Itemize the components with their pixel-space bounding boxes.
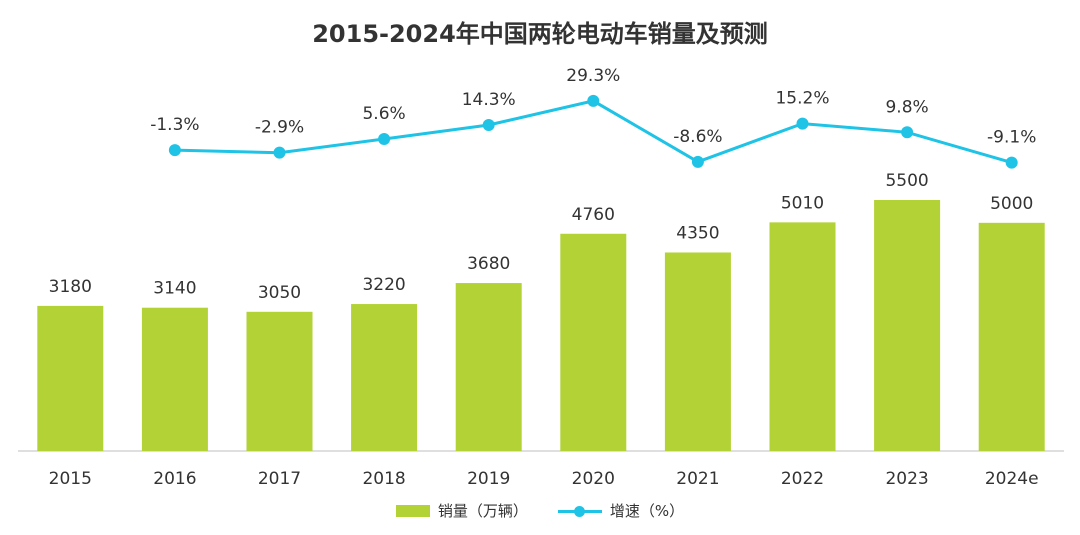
- bar-value-label-2016: 3140: [153, 279, 196, 299]
- growth-point-2019: [482, 119, 495, 132]
- growth-point-2018: [378, 133, 391, 146]
- bar-value-label-2020: 4760: [572, 205, 615, 225]
- bars-layer: [37, 200, 1045, 451]
- bar-2022: [769, 222, 836, 451]
- bar-value-label-2018: 3220: [362, 275, 405, 295]
- bar-2017: [246, 311, 313, 451]
- growth-label-2016: -1.3%: [150, 115, 199, 135]
- growth-label-2020: 29.3%: [566, 66, 620, 86]
- x-tick-2016: 2016: [153, 469, 196, 489]
- growth-point-2017: [273, 146, 286, 159]
- bar-2021: [664, 252, 731, 451]
- bar-2018: [351, 304, 418, 451]
- bar-value-label-2017: 3050: [258, 283, 301, 303]
- growth-labels-layer: -1.3% -2.9% 5.6% 14.3% 29.3% -8.6% 15.2% 9.8% -9…: [150, 66, 1036, 148]
- growth-label-2023: 9.8%: [885, 97, 928, 117]
- bar-2020: [560, 233, 627, 451]
- legend-label-growth: 增速（%）: [609, 502, 685, 520]
- growth-line-layer: [168, 94, 1018, 169]
- bar-value-label-2023: 5500: [885, 171, 928, 191]
- x-tick-2024e: 2024e: [985, 469, 1039, 489]
- x-tick-2020: 2020: [572, 469, 615, 489]
- x-tick-2022: 2022: [781, 469, 824, 489]
- growth-label-2019: 14.3%: [462, 90, 516, 110]
- x-tick-labels: 2015 2016 2017 2018 2019 2020 2021 2022 2023 2024…: [49, 469, 1039, 489]
- bar-value-label-2022: 5010: [781, 193, 824, 213]
- growth-label-2022: 15.2%: [775, 89, 829, 109]
- x-tick-2018: 2018: [362, 469, 405, 489]
- growth-label-2018: 5.6%: [362, 104, 405, 124]
- bar-2019: [455, 283, 522, 451]
- growth-point-2021: [691, 155, 704, 168]
- bar-2016: [141, 307, 208, 451]
- growth-label-2024e: -9.1%: [987, 128, 1036, 148]
- x-tick-2021: 2021: [676, 469, 719, 489]
- x-tick-2015: 2015: [49, 469, 92, 489]
- legend-item-sales: 销量（万辆）: [395, 500, 528, 521]
- chart-title: 2015-2024年中国两轮电动车销量及预测: [312, 20, 768, 48]
- growth-point-2023: [901, 126, 914, 139]
- growth-label-2017: -2.9%: [255, 118, 304, 138]
- legend-label-sales: 销量（万辆）: [437, 502, 528, 520]
- legend-item-growth: 增速（%）: [557, 500, 685, 521]
- bar-value-label-2019: 3680: [467, 254, 510, 274]
- x-tick-2023: 2023: [885, 469, 928, 489]
- bar-value-label-2021: 4350: [676, 223, 719, 243]
- growth-point-2022: [796, 117, 809, 130]
- bar-value-label-2024e: 5000: [990, 194, 1033, 214]
- legend-line-swatch: [557, 504, 602, 518]
- bar-2024e: [978, 222, 1045, 451]
- legend-bar-swatch: [395, 504, 430, 517]
- bar-labels-layer: 3180 3140 3050 3220 3680 4760 4350 5010 5500 5000: [49, 171, 1034, 303]
- bar-2015: [37, 305, 104, 451]
- growth-point-2020: [587, 94, 600, 107]
- x-tick-2017: 2017: [258, 469, 301, 489]
- x-tick-2019: 2019: [467, 469, 510, 489]
- legend: 销量（万辆） 增速（%）: [0, 500, 1080, 521]
- growth-label-2021: -8.6%: [673, 127, 722, 147]
- growth-point-2016: [168, 144, 181, 157]
- bar-2023: [874, 200, 941, 451]
- bar-value-label-2015: 3180: [49, 277, 92, 297]
- growth-point-2024e: [1005, 156, 1018, 169]
